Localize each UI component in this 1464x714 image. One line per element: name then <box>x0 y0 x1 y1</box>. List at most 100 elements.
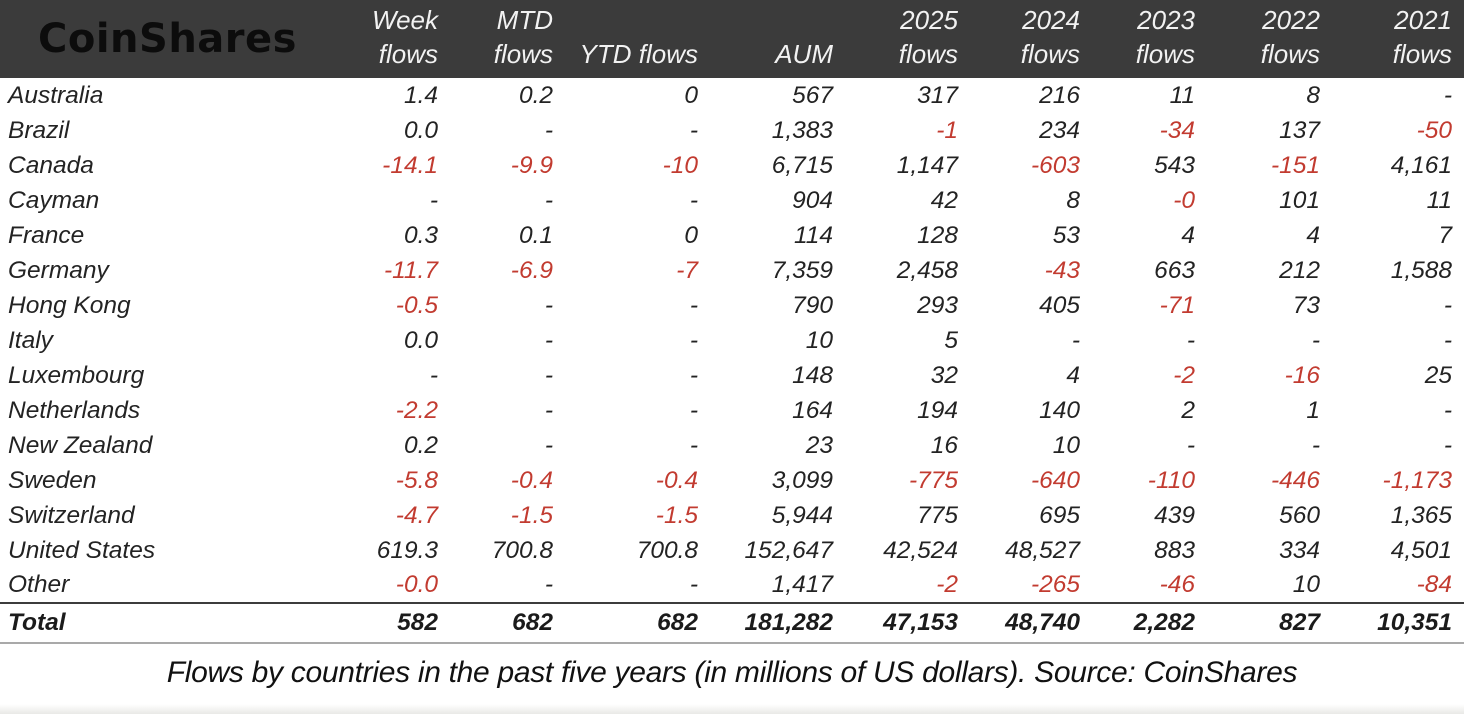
value-cell: 140 <box>1039 396 1080 424</box>
value-cell: - <box>689 431 698 459</box>
column-header-aum: AUM <box>710 0 845 78</box>
table-row: France 0.3 0.1 0 114 128 53 4 4 7 <box>0 218 1464 253</box>
column-header-mtd: MTD flows <box>450 0 565 78</box>
value-cell: 234 <box>1039 116 1080 144</box>
value-cell: 560 <box>1279 501 1320 529</box>
value-cell: - <box>429 186 438 214</box>
value-cell: -0.0 <box>395 571 438 598</box>
column-header-2024: 2024 flows <box>970 0 1092 78</box>
country-label: Hong Kong <box>8 291 131 319</box>
value-cell: 405 <box>1039 291 1080 319</box>
country-label: Australia <box>8 81 104 109</box>
value-cell: - <box>1443 326 1452 354</box>
column-header-2023: 2023 flows <box>1092 0 1207 78</box>
header-row: CoinShares Week flows MTD flows YTD flows AUM 2… <box>0 0 1464 78</box>
value-cell: 42 <box>930 186 958 214</box>
value-cell: 6,715 <box>771 151 833 179</box>
column-header-2025: 2025 flows <box>845 0 970 78</box>
value-cell: 543 <box>1154 151 1195 179</box>
value-cell: 25 <box>1424 361 1452 389</box>
table-row: New Zealand 0.2 - - 23 16 10 - - - <box>0 428 1464 463</box>
value-cell: 5,944 <box>771 501 833 529</box>
value-cell: 1,417 <box>771 571 833 598</box>
country-label: Switzerland <box>8 501 135 529</box>
value-cell: - <box>689 291 698 319</box>
value-cell: 0.1 <box>518 221 553 249</box>
value-cell: 16 <box>930 431 958 459</box>
value-cell: - <box>689 186 698 214</box>
total-label: Total <box>0 602 330 644</box>
value-cell: -0.4 <box>655 466 698 494</box>
table-row: Switzerland -4.7 -1.5 -1.5 5,944 775 695 439 560… <box>0 498 1464 533</box>
value-cell: 4 <box>1181 221 1195 249</box>
value-cell: -6.9 <box>510 256 553 284</box>
table-row: Other -0.0 - - 1,417 -2 -265 -46 10 -84 <box>0 568 1464 603</box>
value-cell: -446 <box>1270 466 1320 494</box>
value-cell: -2 <box>1173 361 1195 389</box>
value-cell: -1.5 <box>655 501 698 529</box>
value-cell: 53 <box>1052 221 1080 249</box>
value-cell: - <box>1443 81 1452 109</box>
value-cell: 700.8 <box>636 536 698 564</box>
value-cell: - <box>689 396 698 424</box>
value-cell: 42,524 <box>883 536 958 564</box>
value-cell: 7,359 <box>771 256 833 284</box>
country-label: Italy <box>8 326 53 354</box>
value-cell: -0 <box>1173 186 1195 214</box>
value-cell: 7 <box>1438 221 1452 249</box>
value-cell: 216 <box>1039 81 1080 109</box>
value-cell: 8 <box>1306 81 1320 109</box>
value-cell: 1,383 <box>771 116 833 144</box>
country-label: Sweden <box>8 466 97 494</box>
country-label: Luxembourg <box>8 361 145 389</box>
value-cell: 152,647 <box>744 536 833 564</box>
value-cell: - <box>689 116 698 144</box>
value-cell: 11 <box>1426 186 1452 214</box>
value-cell: - <box>544 431 553 459</box>
table-row: Brazil 0.0 - - 1,383 -1 234 -34 137 -50 <box>0 113 1464 148</box>
value-cell: -11.7 <box>383 256 438 284</box>
value-cell: 334 <box>1279 536 1320 564</box>
value-cell: - <box>689 361 698 389</box>
value-cell: 48,527 <box>1005 536 1080 564</box>
country-label: Brazil <box>8 116 70 144</box>
value-cell: -265 <box>1030 571 1080 598</box>
value-cell: 827 <box>1207 602 1332 644</box>
value-cell: - <box>544 571 553 598</box>
value-cell: 11 <box>1169 81 1195 109</box>
value-cell: 0.2 <box>403 431 438 459</box>
value-cell: -84 <box>1416 571 1452 598</box>
value-cell: 567 <box>792 81 833 109</box>
value-cell: 663 <box>1154 256 1195 284</box>
column-header-week: Week flows <box>330 0 450 78</box>
value-cell: 10,351 <box>1332 602 1464 644</box>
value-cell: 682 <box>565 602 710 644</box>
value-cell: 47,153 <box>845 602 970 644</box>
value-cell: 128 <box>917 221 958 249</box>
value-cell: 194 <box>917 396 958 424</box>
table-row: Canada -14.1 -9.9 -10 6,715 1,147 -603 543 -151 4… <box>0 148 1464 183</box>
value-cell: -34 <box>1159 116 1195 144</box>
value-cell: -71 <box>1159 291 1195 319</box>
country-label: New Zealand <box>8 431 153 459</box>
value-cell: -10 <box>662 151 698 179</box>
value-cell: 682 <box>450 602 565 644</box>
value-cell: -110 <box>1147 466 1195 494</box>
country-label: Netherlands <box>8 396 141 424</box>
table-body: Australia 1.4 0.2 0 567 317 216 11 8- Brazil 0.0- -… <box>0 78 1464 603</box>
value-cell: - <box>1443 396 1452 424</box>
value-cell: -603 <box>1030 151 1080 179</box>
table-row: Cayman - - - 904 42 8 -0 101 11 <box>0 183 1464 218</box>
table-caption: Flows by countries in the past five year… <box>166 656 1298 689</box>
table-header: CoinShares Week flows MTD flows YTD flows AUM 2… <box>0 0 1464 78</box>
value-cell: - <box>689 571 698 598</box>
column-header-2022: 2022 flows <box>1207 0 1332 78</box>
value-cell: 212 <box>1279 256 1320 284</box>
value-cell: 0 <box>684 221 698 249</box>
value-cell: -775 <box>908 466 958 494</box>
value-cell: 101 <box>1279 186 1320 214</box>
value-cell: 5 <box>944 326 958 354</box>
value-cell: 4,501 <box>1390 536 1452 564</box>
value-cell: -640 <box>1030 466 1080 494</box>
country-label: United States <box>8 536 156 564</box>
